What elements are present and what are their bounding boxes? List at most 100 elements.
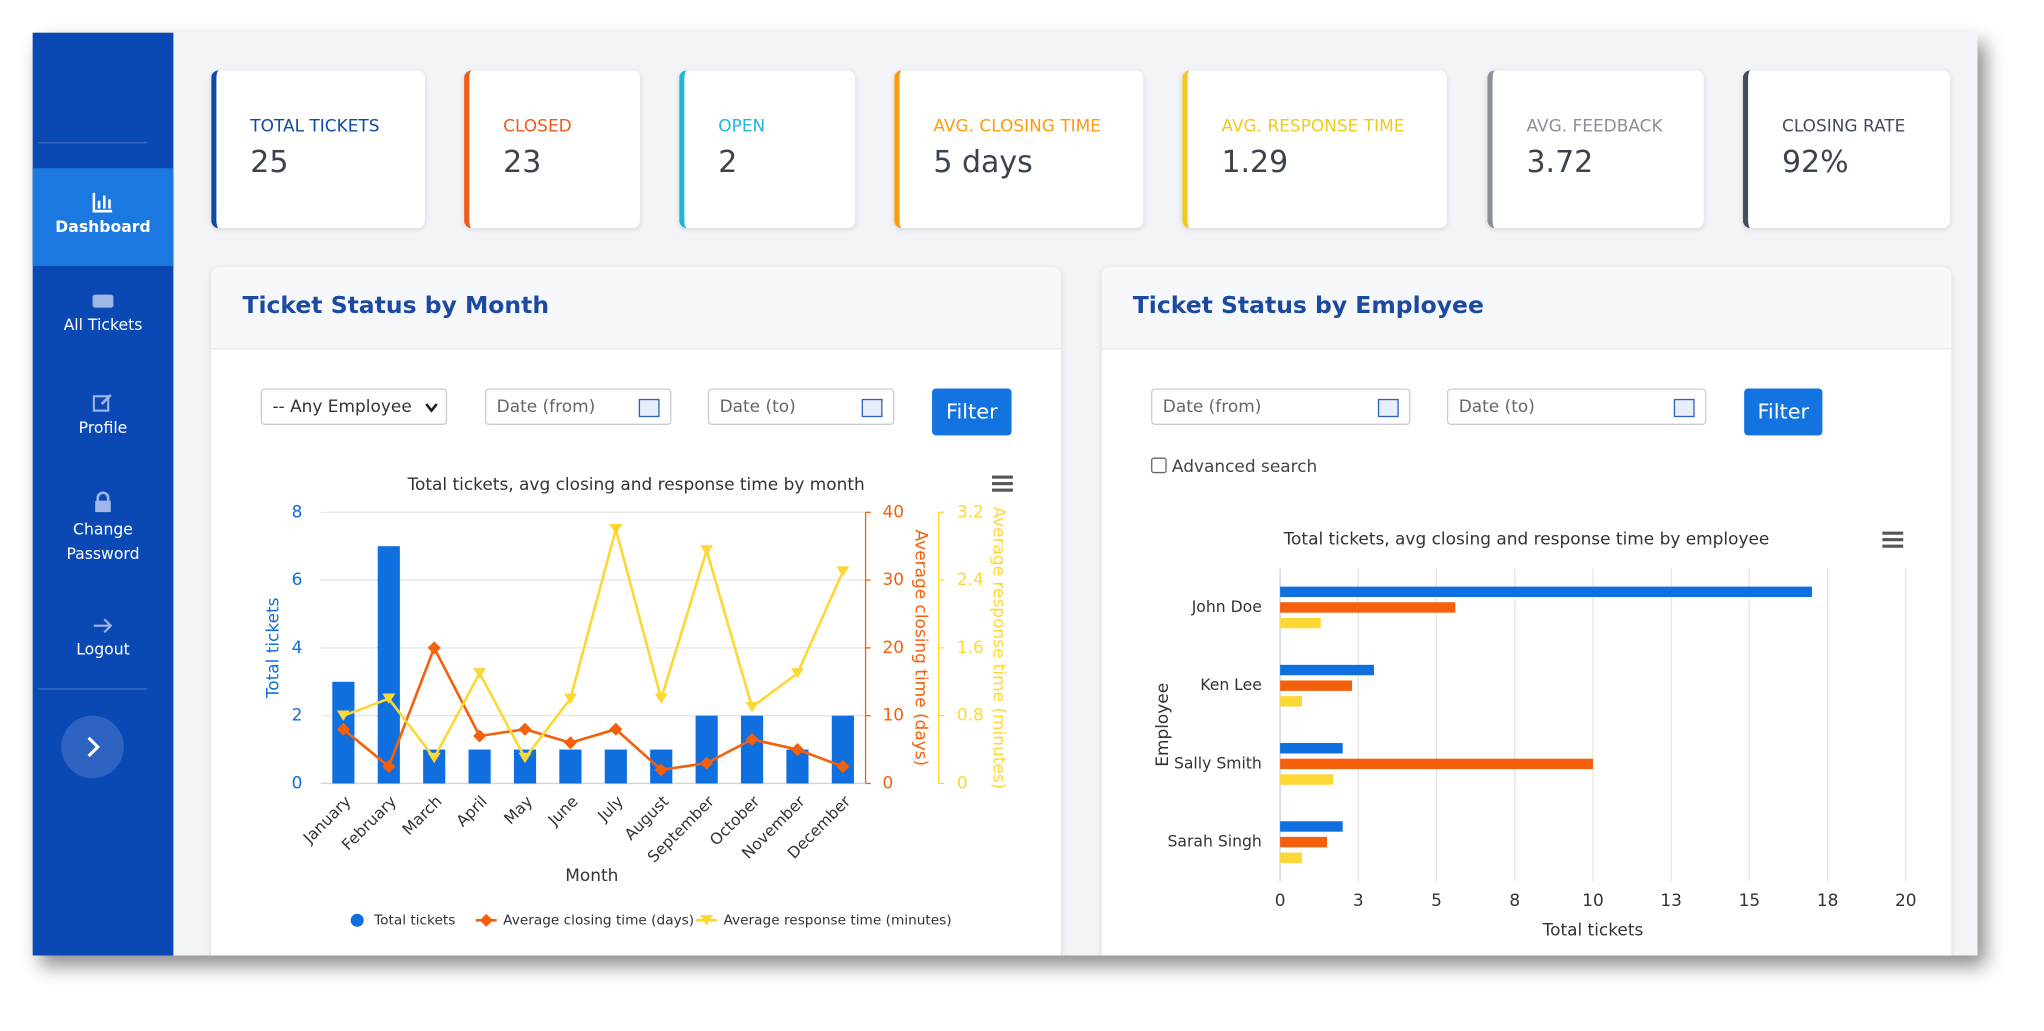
placeholder: Date (to): [1458, 397, 1535, 418]
date-input[interactable]: Date (to): [1446, 388, 1707, 425]
marker: [745, 732, 759, 746]
kpi-card: TOTAL TICKETS 25: [211, 70, 425, 229]
nav-label: Logout: [76, 640, 130, 659]
nav-item[interactable]: All Tickets: [33, 292, 174, 334]
x-tick-label: 5: [1431, 890, 1442, 910]
bar: [1280, 852, 1303, 863]
y3-tick-label: 0: [957, 772, 968, 792]
y2-tick-label: 30: [883, 569, 905, 589]
marker: [518, 752, 532, 764]
panel-title: Ticket Status by Employee: [1132, 291, 1484, 320]
kpi-label: AVG. CLOSING TIME: [933, 117, 1102, 137]
x-tick-label: 0: [1275, 890, 1286, 910]
kpi-card: CLOSING RATE 92%: [1742, 70, 1951, 229]
nav-item[interactable]: Logout: [33, 617, 174, 659]
toggle-button[interactable]: [60, 714, 125, 779]
legend-label: Average response time (minutes): [723, 912, 951, 928]
bar: [1280, 836, 1328, 848]
y2-tick-label: 20: [883, 637, 905, 657]
bar: [604, 749, 627, 784]
bar: [1280, 664, 1374, 676]
nav-item[interactable]: Profile: [33, 392, 174, 437]
x-tick-label: 15: [1739, 890, 1761, 910]
x-tick-label: 20: [1895, 890, 1917, 910]
y2-tick-label: 0: [883, 772, 894, 792]
panel-title: Ticket Status by Month: [242, 291, 550, 320]
bar: [831, 715, 854, 784]
y-tick-label: Sarah Singh: [1167, 832, 1261, 851]
app: Dashboard All Tickets Profile Change Pas…: [32, 32, 1978, 956]
bar: [1280, 617, 1321, 629]
bar: [1280, 774, 1334, 785]
nav-item[interactable]: Dashboard: [32, 168, 174, 266]
marker: [654, 763, 668, 777]
x-axis-title: Total tickets: [1542, 920, 1644, 940]
checkbox[interactable]: Advanced search: [1151, 457, 1318, 478]
date-input[interactable]: Date (from): [1151, 388, 1411, 425]
employee-select[interactable]: -- Any Employee: [260, 388, 448, 425]
bar: [423, 749, 446, 784]
y-axis-title: Total tickets: [263, 598, 283, 700]
date-input[interactable]: Date (from): [484, 388, 672, 425]
bar: [1280, 586, 1812, 598]
marker: [654, 693, 668, 704]
y3-tick-label: 2.4: [957, 569, 984, 589]
chart-title: Total tickets, avg closing and response …: [1283, 529, 1770, 549]
kpi-value: 25: [250, 145, 289, 180]
y-axis-title: Employee: [1152, 683, 1172, 767]
placeholder: Date (to): [719, 397, 796, 418]
x-tick-label: June: [543, 792, 581, 830]
marker: [473, 668, 487, 679]
x-tick-label: 13: [1660, 890, 1682, 910]
nav-item[interactable]: Change Password: [33, 491, 174, 567]
bar: [1280, 758, 1593, 770]
menu-icon-bar: [1882, 531, 1904, 535]
kpi-card: AVG. RESPONSE TIME 1.29: [1182, 70, 1447, 229]
kpi-card: CLOSED 23: [464, 70, 641, 229]
x-tick-label: May: [500, 792, 536, 828]
legend-symbol: [350, 913, 364, 927]
kpi-value: 5 days: [933, 145, 1033, 180]
legend-symbol: [479, 913, 493, 927]
bar: [377, 546, 400, 784]
menu-icon-bar: [1882, 544, 1904, 548]
y3-tick-label: 3.2: [957, 501, 984, 521]
bar: [559, 749, 582, 784]
bar: [468, 749, 491, 784]
y-tick-label: Ken Lee: [1200, 675, 1262, 694]
line: [342, 524, 845, 761]
kpi-value: 23: [503, 145, 542, 180]
y-tick-label: 4: [292, 637, 303, 657]
filter-button[interactable]: Filter: [1744, 388, 1823, 436]
marker: [563, 693, 577, 704]
marker: [700, 545, 714, 556]
x-axis-title: Month: [565, 865, 618, 885]
y-tick-label: 8: [292, 501, 303, 521]
kpi-label: CLOSING RATE: [1781, 117, 1906, 137]
line: [342, 644, 844, 772]
y-tick-label: 2: [292, 705, 303, 725]
marker: [836, 566, 850, 577]
x-tick-label: 8: [1509, 890, 1520, 910]
y3-axis-title: Average response time (minutes): [990, 507, 1010, 790]
marker: [609, 524, 623, 535]
bar: [513, 749, 537, 784]
legend-label: Average closing time (days): [503, 912, 694, 928]
marker: [518, 722, 532, 736]
kpi-label: CLOSED: [503, 117, 572, 137]
x-tick-label: July: [593, 792, 627, 826]
x-tick-label: 3: [1353, 890, 1364, 910]
filter-button[interactable]: Filter: [932, 388, 1012, 436]
y-tick-label: John Doe: [1191, 597, 1262, 616]
kpi-label: OPEN: [718, 117, 766, 137]
kpi-value: 1.29: [1221, 145, 1289, 180]
marker: [836, 759, 850, 774]
x-tick-label: 18: [1817, 890, 1839, 910]
kpi-label: AVG. FEEDBACK: [1526, 117, 1663, 137]
checkbox-label: Advanced search: [1171, 457, 1318, 478]
y-tick-label: Sally Smith: [1174, 753, 1262, 772]
separator: [37, 142, 148, 144]
marker: [790, 668, 804, 679]
date-input[interactable]: Date (to): [707, 388, 895, 425]
